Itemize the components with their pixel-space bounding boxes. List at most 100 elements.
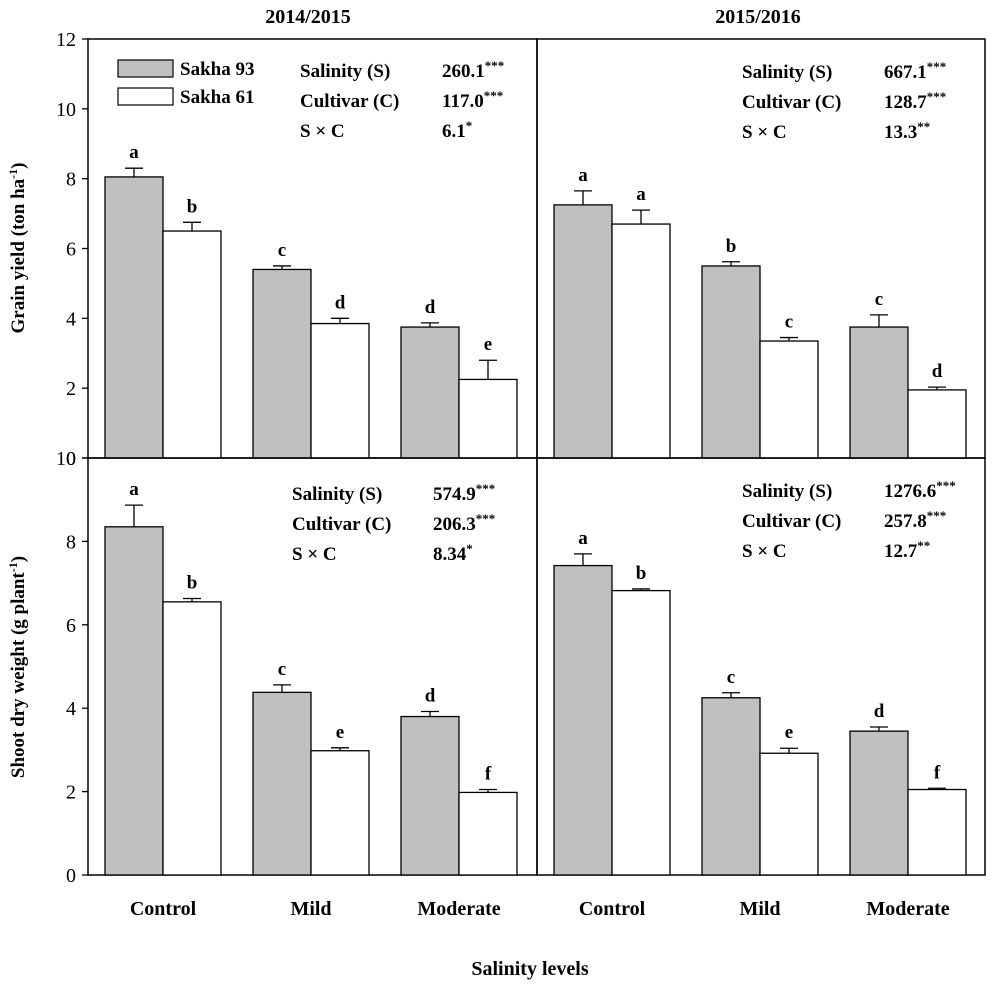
- sig-letter: a: [578, 528, 588, 549]
- y-tick-label: 2: [66, 378, 76, 400]
- anova-label: S × C: [292, 544, 337, 565]
- y-tick-label: 4: [66, 308, 76, 330]
- anova-value: 6.1*: [442, 118, 472, 143]
- anova-label: Cultivar (C): [742, 92, 841, 113]
- anova-label: Cultivar (C): [292, 514, 391, 535]
- bar-sakha93-mild: [701, 265, 761, 459]
- sig-letter: a: [129, 479, 139, 500]
- sig-letter: f: [934, 762, 941, 783]
- sig-letter: f: [485, 764, 492, 785]
- anova-value: 13.3**: [884, 119, 930, 144]
- anova-value: 12.7**: [884, 538, 930, 563]
- bar-sakha61-control: [611, 589, 671, 876]
- sig-letter: b: [636, 563, 647, 584]
- sig-letter: e: [785, 722, 793, 743]
- sig-letter: b: [726, 236, 737, 257]
- bar-sakha61-mild: [759, 340, 819, 459]
- sig-letter: b: [187, 196, 198, 217]
- x-tick-label: Mild: [739, 898, 780, 920]
- anova-value: 8.34*: [433, 541, 473, 566]
- sig-letter: c: [278, 240, 286, 261]
- sig-letter: d: [932, 361, 943, 382]
- sig-letter: c: [727, 667, 735, 688]
- ylabel-shoot: Shoot dry weight (g plant-1): [6, 556, 29, 778]
- anova-value: 257.8***: [884, 508, 946, 533]
- anova-value: 117.0***: [442, 88, 503, 113]
- anova-label: S × C: [742, 122, 787, 143]
- sig-letter: e: [336, 722, 344, 743]
- bar-sakha93-moderate: [849, 326, 909, 459]
- panel-shoot-2014: 0 2 4 6 8 10 a b Control c e Mild d f Moderate Salinity…: [56, 448, 538, 920]
- sig-letter: c: [278, 659, 286, 680]
- bar-sakha93-control: [553, 564, 613, 876]
- y-tick-label: 8: [66, 531, 76, 553]
- anova-label: Salinity (S): [742, 481, 832, 502]
- x-tick-label: Control: [579, 898, 646, 920]
- legend-label-sakha61: Sakha 61: [180, 87, 254, 108]
- anova-value: 206.3***: [433, 511, 495, 536]
- bar-sakha61-control: [162, 230, 222, 459]
- bar-sakha93-mild: [701, 697, 761, 876]
- y-tick-label: 10: [56, 99, 76, 121]
- x-tick-label: Mild: [290, 898, 331, 920]
- x-tick-label: Moderate: [866, 898, 949, 920]
- bar-sakha61-control: [611, 223, 671, 459]
- sig-letter: d: [425, 686, 436, 707]
- anova-value: 128.7***: [884, 89, 946, 114]
- anova-value: 260.1***: [442, 58, 504, 83]
- bar-sakha61-moderate: [458, 791, 518, 876]
- sig-letter: d: [874, 701, 885, 722]
- bar-sakha61-mild: [310, 322, 370, 459]
- bar-sakha93-moderate: [400, 326, 460, 459]
- anova-label: S × C: [300, 121, 345, 142]
- y-tick-label: 10: [56, 448, 76, 470]
- y-tick-label: 6: [66, 239, 76, 261]
- sig-letter: e: [484, 334, 492, 355]
- sig-letter: a: [129, 142, 139, 163]
- panel-grain-2014: 0 2 4 6 8 10 12 a b c d d e Salinity (S) 260.1*** Culti…: [56, 29, 538, 470]
- anova-label: Salinity (S): [742, 62, 832, 83]
- anova-label: Salinity (S): [292, 484, 382, 505]
- y-tick-label: 0: [66, 448, 76, 470]
- legend: Sakha 93 Sakha 61: [117, 59, 254, 108]
- sig-letter: d: [335, 292, 346, 313]
- anova-value: 1276.6***: [884, 478, 956, 503]
- y-tick-label: 0: [66, 865, 76, 887]
- bar-sakha93-mild: [252, 268, 312, 459]
- bar-sakha93-moderate: [849, 730, 909, 876]
- bar-sakha93-mild: [252, 691, 312, 876]
- xlabel: Salinity levels: [471, 958, 588, 980]
- anova-value: 574.9***: [433, 481, 495, 506]
- sig-letter: a: [636, 184, 646, 205]
- panels-group: 0 2 4 6 8 10 12 a b c d d e Salinity (S) 260.1*** Culti…: [56, 29, 986, 920]
- bar-sakha61-moderate: [907, 389, 967, 459]
- bar-sakha93-control: [104, 176, 164, 459]
- anova-label: Cultivar (C): [742, 511, 841, 532]
- anova-label: Salinity (S): [300, 61, 390, 82]
- x-tick-label: Moderate: [417, 898, 500, 920]
- sig-letter: d: [425, 297, 436, 318]
- anova-label: Cultivar (C): [300, 91, 399, 112]
- y-tick-label: 4: [66, 698, 76, 720]
- sig-letter: a: [578, 165, 588, 186]
- bar-sakha61-moderate: [458, 378, 518, 459]
- sig-letter: c: [785, 312, 793, 333]
- bar-sakha61-moderate: [907, 788, 967, 876]
- anova-value: 667.1***: [884, 59, 946, 84]
- legend-swatch-sakha93: [117, 59, 174, 78]
- anova-label: S × C: [742, 541, 787, 562]
- legend-swatch-sakha61: [117, 87, 174, 106]
- panel-grain-2015: a a b c c d Salinity (S) 667.1*** Cultivar (C) 12…: [536, 38, 986, 459]
- y-tick-label: 8: [66, 169, 76, 191]
- y-tick-label: 12: [56, 29, 76, 51]
- bar-sakha93-moderate: [400, 715, 460, 876]
- y-tick-label: 2: [66, 782, 76, 804]
- bar-sakha93-control: [104, 526, 164, 876]
- bar-sakha61-mild: [310, 750, 370, 876]
- bar-sakha61-mild: [759, 752, 819, 876]
- panel-shoot-2015: a b Control c e Mild d f Moderate Salinity (S) 127…: [536, 457, 986, 920]
- sig-letter: b: [187, 573, 198, 594]
- x-tick-label: Control: [130, 898, 197, 920]
- ylabel-grain: Grain yield (ton ha-1): [6, 163, 29, 334]
